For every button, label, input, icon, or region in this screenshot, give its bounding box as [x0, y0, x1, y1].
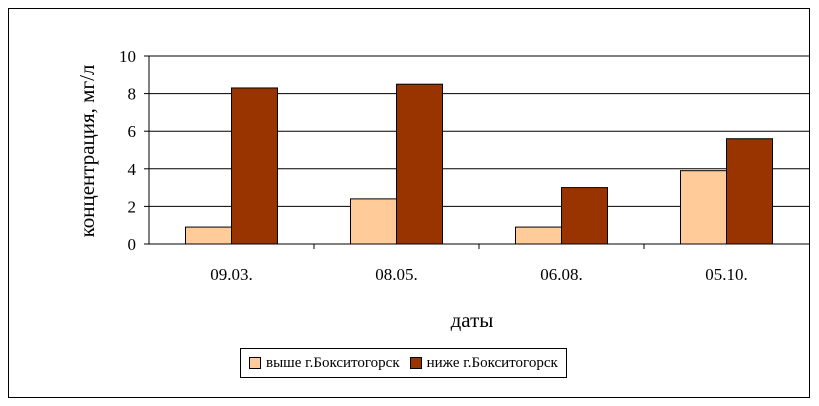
- legend-swatch-downstream: [409, 357, 422, 369]
- axes: [144, 55, 809, 249]
- x-tick-labels: 09.03. 08.05. 06.08. 05.10.: [210, 265, 748, 284]
- y-tick-labels: 0 2 4 6 8 10: [119, 47, 137, 254]
- bar-downstream-2: [561, 187, 608, 245]
- y-tick-label-3: 6: [128, 122, 137, 141]
- bar-chart: 0 2 4 6 8 10 09.03. 08.05. 06.08. 05.10. концент…: [75, 47, 809, 332]
- y-tick-label-4: 8: [128, 85, 137, 104]
- legend-label-upstream: выше г.Бокситогорск: [266, 354, 400, 371]
- y-tick-label-1: 2: [128, 197, 137, 216]
- x-tick-label-2: 06.08.: [540, 265, 583, 284]
- bar-downstream-3: [726, 138, 773, 245]
- bars: [185, 83, 773, 245]
- x-tick-label-0: 09.03.: [210, 265, 253, 284]
- x-axis-label: даты: [451, 308, 494, 332]
- bar-downstream-0: [231, 87, 278, 245]
- y-tick-label-0: 0: [128, 235, 137, 254]
- legend-label-downstream: ниже г.Бокситогорск: [426, 354, 558, 371]
- bar-upstream-3: [680, 170, 727, 245]
- bar-upstream-0: [185, 226, 232, 245]
- bar-upstream-1: [350, 198, 397, 245]
- x-tick-label-1: 08.05.: [375, 265, 418, 284]
- y-axis-label: концентрация, мг/л: [75, 65, 99, 238]
- legend-item-upstream: выше г.Бокситогорск: [249, 355, 400, 372]
- x-tick-label-3: 05.10.: [705, 265, 748, 284]
- y-tick-label-2: 4: [128, 160, 137, 179]
- y-tick-label-5: 10: [119, 47, 136, 66]
- bar-upstream-2: [515, 226, 562, 245]
- legend-swatch-upstream: [249, 357, 261, 369]
- bar-downstream-1: [396, 83, 443, 245]
- legend: выше г.Бокситогорск ниже г.Бокситогорск: [240, 348, 567, 378]
- legend-item-downstream: ниже г.Бокситогорск: [409, 354, 558, 372]
- chart-frame: 0 2 4 6 8 10 09.03. 08.05. 06.08. 05.10. концент…: [8, 8, 810, 398]
